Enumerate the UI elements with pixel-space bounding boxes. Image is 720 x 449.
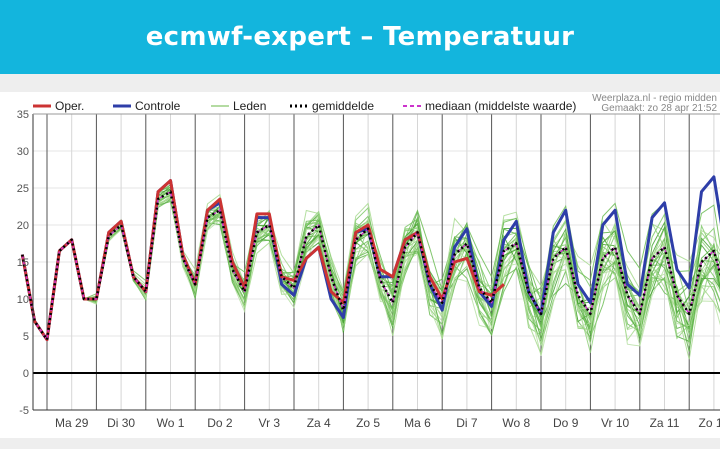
page-title: ecmwf-expert – Temperatuur — [145, 22, 575, 52]
x-tick-label: Do 9 — [553, 416, 579, 430]
x-tick-label: Za 11 — [650, 416, 680, 430]
x-tick-label: Do 2 — [207, 416, 233, 430]
x-tick-label: Ma 29 — [55, 416, 89, 430]
chart-legend: Oper. Controle Leden gemiddelde mediaan (mid… — [33, 99, 576, 113]
x-tick-label: Za 4 — [307, 416, 331, 430]
ensemble-member-line — [21, 196, 720, 360]
legend-label-controle: Controle — [135, 99, 181, 113]
x-tick-label: Ma 6 — [404, 416, 431, 430]
source-label: Weerplaza.nl - regio midden — [592, 93, 717, 104]
y-tick-label: 35 — [17, 109, 29, 121]
chart-panel: 35 30 25 20 15 10 5 0 -5 Ma 29 Di 30 Wo 1 Do 2 Vr 3 Za… — [0, 92, 720, 438]
title-bar: ecmwf-expert – Temperatuur — [0, 0, 720, 74]
x-tick-label: Di 30 — [107, 416, 135, 430]
y-tick-label: 15 — [17, 257, 29, 269]
main-series — [20, 175, 720, 342]
x-tick-label: Vr 3 — [259, 416, 281, 430]
y-tick-label: 20 — [17, 220, 29, 232]
y-tick-label: -5 — [19, 405, 29, 417]
y-tick-label: 5 — [23, 331, 29, 343]
x-tick-label: Zo 12 — [699, 416, 720, 430]
mediaan-line — [21, 190, 720, 341]
y-tick-label: 10 — [17, 294, 29, 306]
x-tick-label: Wo 1 — [157, 416, 185, 430]
y-tick-label: 0 — [23, 368, 29, 380]
x-tick-label: Vr 10 — [601, 416, 630, 430]
separator-band — [0, 74, 720, 92]
x-tick-label: Di 7 — [456, 416, 478, 430]
x-tick-label: Wo 8 — [502, 416, 530, 430]
generated-label: Gemaakt: zo 28 apr 21:52 — [601, 103, 717, 114]
legend-label-gemiddelde: gemiddelde — [312, 99, 374, 113]
x-tick-label: Zo 5 — [356, 416, 380, 430]
chart-axes: 35 30 25 20 15 10 5 0 -5 Ma 29 Di 30 Wo 1 Do 2 Vr 3 Za… — [17, 109, 720, 430]
gemiddelde-line — [21, 190, 720, 341]
legend-label-oper: Oper. — [55, 99, 84, 113]
temperature-chart: 35 30 25 20 15 10 5 0 -5 Ma 29 Di 30 Wo 1 Do 2 Vr 3 Za… — [17, 93, 720, 430]
ensemble-members — [21, 179, 720, 360]
y-tick-label: 25 — [17, 183, 29, 195]
chart-grid — [33, 113, 720, 411]
y-tick-label: 30 — [17, 146, 29, 158]
legend-label-mediaan: mediaan (middelste waarde) — [425, 99, 576, 113]
ensemble-member-line — [21, 193, 720, 342]
legend-label-leden: Leden — [233, 99, 266, 113]
bottom-band — [0, 438, 720, 449]
